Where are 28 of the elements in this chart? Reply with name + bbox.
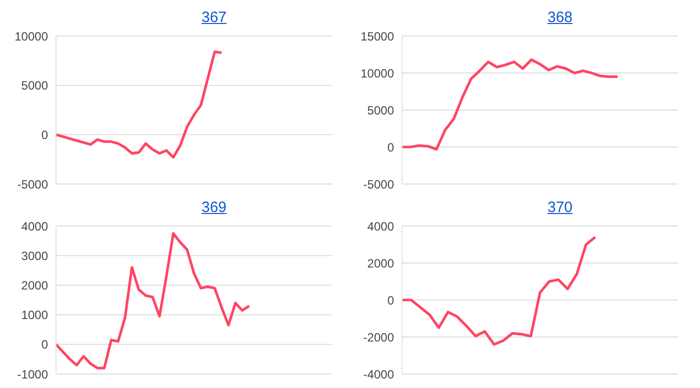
y-tick-label: 1000 xyxy=(21,308,48,322)
y-tick-label: -5000 xyxy=(17,177,48,192)
y-tick-label: 0 xyxy=(387,140,394,154)
y-tick-label: 15000 xyxy=(360,29,394,44)
y-tick-label: 10000 xyxy=(360,66,394,80)
y-tick-label: 2000 xyxy=(21,278,48,292)
line-series xyxy=(54,50,223,159)
y-tick-label: -1000 xyxy=(17,367,48,382)
y-tick-label: 4000 xyxy=(367,219,394,234)
y-tick-label: 0 xyxy=(41,128,48,142)
y-tick-label: -5000 xyxy=(363,177,394,192)
y-tick-label: 5000 xyxy=(21,78,48,93)
y-tick-label: 4000 xyxy=(21,219,48,234)
line-series xyxy=(54,232,250,370)
line-series xyxy=(400,236,596,346)
chart-title: 367 xyxy=(201,9,227,26)
chart-title: 369 xyxy=(201,199,227,216)
y-tick-label: 0 xyxy=(41,338,48,352)
y-tick-label: 5000 xyxy=(367,103,394,118)
line-series xyxy=(400,58,619,151)
y-tick-label: 2000 xyxy=(367,256,394,270)
chart-title: 370 xyxy=(547,199,573,216)
y-tick-label: -4000 xyxy=(363,367,394,382)
y-tick-label: -2000 xyxy=(363,330,394,344)
y-tick-label: 10000 xyxy=(14,29,48,44)
chart-title: 368 xyxy=(547,9,573,26)
y-tick-label: 3000 xyxy=(21,248,48,263)
y-tick-label: 0 xyxy=(387,293,394,308)
